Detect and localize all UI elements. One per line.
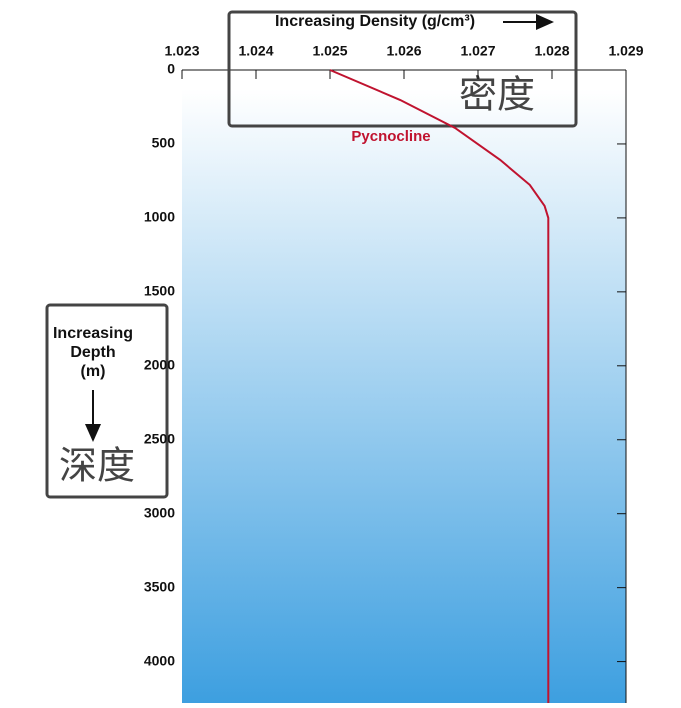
y-axis-label: (m) xyxy=(81,363,106,380)
x-axis-label: Increasing Density (g/cm³) xyxy=(275,13,475,30)
y-tick-label: 2000 xyxy=(144,356,175,372)
y-tick-label: 0 xyxy=(167,61,175,77)
annotation: 密度 xyxy=(459,73,535,117)
annotation: 深度 xyxy=(59,444,135,488)
y-tick-label: 1000 xyxy=(144,209,175,225)
x-tick-label: 1.024 xyxy=(238,43,273,59)
y-axis-label: Depth xyxy=(70,344,115,361)
x-tick-label: 1.025 xyxy=(312,43,347,59)
y-axis-label: Increasing xyxy=(53,325,133,342)
annotation-box xyxy=(45,303,169,499)
x-tick-label: 1.027 xyxy=(460,43,495,59)
y-tick-label: 1500 xyxy=(144,283,175,299)
series-label: Pycnocline xyxy=(351,128,430,145)
line xyxy=(329,69,550,703)
y-tick-label: 2500 xyxy=(144,430,175,446)
y-tick-label: 500 xyxy=(152,135,176,151)
x-tick-label: 1.028 xyxy=(534,43,569,59)
y-tick-label: 4000 xyxy=(144,652,175,668)
plot-background xyxy=(182,70,626,703)
y-tick-label: 3000 xyxy=(144,504,175,520)
x-tick-label: 1.026 xyxy=(386,43,421,59)
x-tick-label: 1.029 xyxy=(608,43,643,59)
annotation-box xyxy=(227,10,578,128)
x-tick-label: 1.023 xyxy=(164,43,199,59)
y-tick-label: 3500 xyxy=(144,578,175,594)
